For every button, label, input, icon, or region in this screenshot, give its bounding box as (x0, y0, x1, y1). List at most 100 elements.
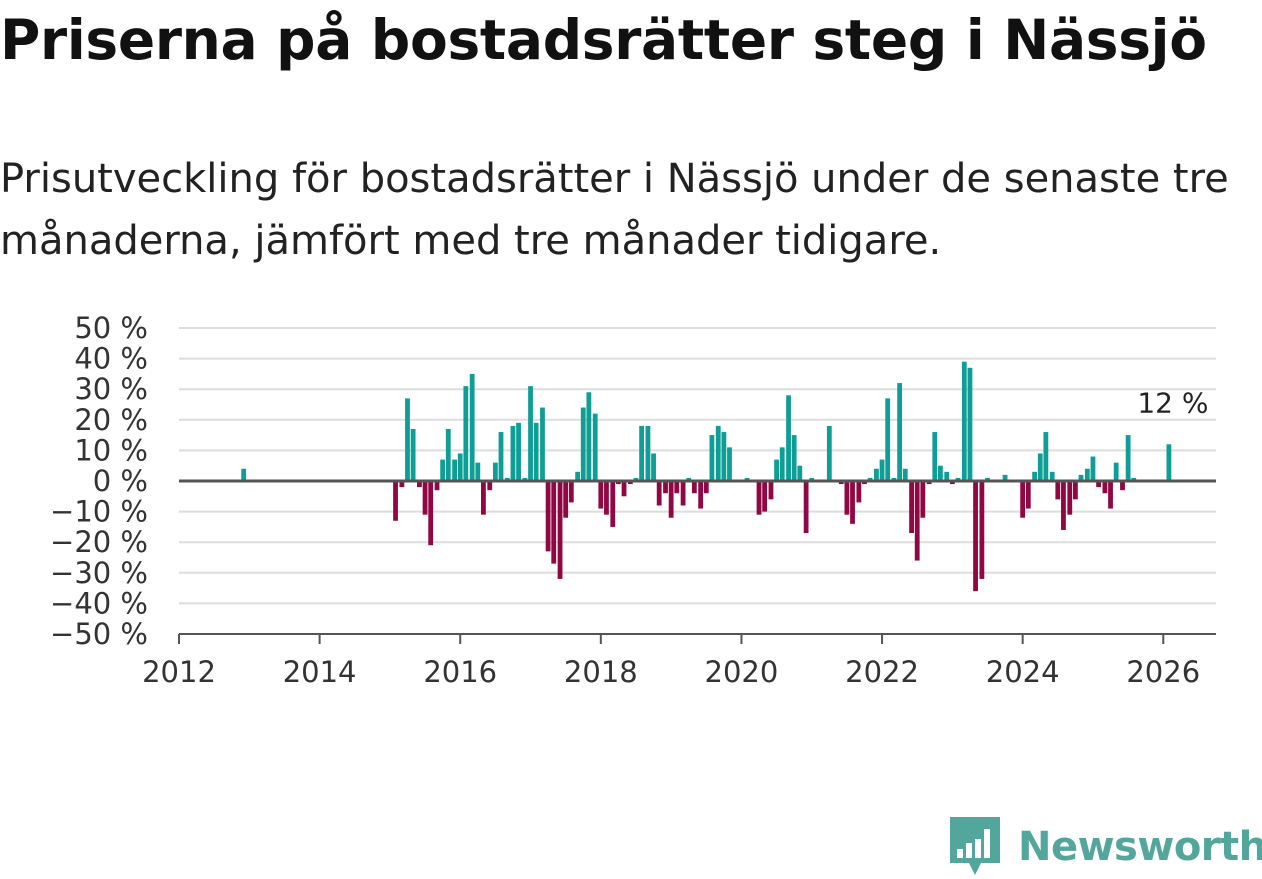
bar (1072, 481, 1078, 500)
bar (856, 481, 862, 503)
bar (440, 459, 446, 481)
bar (979, 481, 985, 579)
bar (768, 481, 774, 500)
bar (563, 481, 569, 518)
bar (686, 477, 692, 481)
bar (428, 481, 434, 546)
bar (721, 432, 727, 481)
bar (1020, 481, 1026, 518)
bar (457, 453, 463, 481)
bar (914, 481, 920, 561)
latest-value-annotation: 12 % (1137, 386, 1208, 419)
bar (973, 481, 978, 592)
bar (744, 477, 750, 481)
bar (469, 373, 475, 481)
bar (639, 425, 645, 481)
bar (492, 462, 498, 481)
x-tick-label: 2022 (845, 655, 919, 689)
bar (826, 425, 832, 481)
bar (786, 395, 791, 481)
logo-text: Newsworthy (1018, 824, 1262, 870)
bar (241, 468, 247, 481)
bar (680, 481, 686, 506)
bar (540, 407, 545, 481)
bar (779, 447, 785, 481)
bar (1084, 468, 1090, 481)
y-tick-label: 40 % (74, 342, 148, 376)
bar (528, 386, 533, 481)
bar (621, 481, 627, 497)
bar (809, 477, 815, 481)
x-tick-label: 2014 (283, 655, 357, 689)
bar (938, 465, 943, 481)
bar (481, 481, 486, 515)
bar (791, 435, 797, 481)
bar (1125, 435, 1131, 481)
bar (944, 471, 950, 481)
bar (803, 481, 809, 534)
bar (902, 468, 908, 481)
bar (897, 383, 903, 481)
bar (586, 392, 592, 481)
bar (487, 481, 493, 491)
bar (1166, 444, 1172, 481)
bar (1002, 474, 1008, 481)
page-title: Priserna på bostadsrätter steg i Nässjö (0, 8, 1207, 72)
y-tick-label: −20 % (50, 525, 148, 559)
bar (727, 447, 732, 481)
bar (580, 407, 586, 481)
bar (452, 459, 457, 481)
bar (674, 481, 680, 494)
bar (961, 361, 967, 481)
bar (475, 462, 481, 481)
y-tick-label: 30 % (74, 372, 148, 406)
bar (510, 425, 516, 481)
bar (867, 477, 873, 481)
bar (1025, 481, 1031, 509)
bar (985, 477, 990, 481)
bar (656, 481, 662, 506)
bar (533, 422, 539, 481)
bar (504, 477, 510, 481)
bar (645, 425, 651, 481)
price-change-bar-chart: 50 %40 %30 %20 %10 %0 %−10 %−20 %−30 %−4… (50, 311, 1216, 689)
x-tick-label: 2016 (423, 655, 497, 689)
bar (926, 481, 932, 485)
bar (1131, 477, 1137, 481)
bar (1055, 481, 1061, 500)
bar (1032, 471, 1038, 481)
bar (522, 477, 528, 481)
y-tick-label: −30 % (50, 556, 148, 590)
y-tick-label: 10 % (74, 433, 148, 467)
bar-chart-speech-bubble-icon (950, 817, 1000, 875)
bar (698, 481, 704, 509)
bar (955, 477, 961, 481)
bar (850, 481, 855, 524)
bar (405, 398, 410, 481)
bar (1108, 481, 1113, 509)
y-tick-label: 20 % (74, 403, 148, 437)
bar (668, 481, 674, 518)
bar (610, 481, 616, 527)
x-tick-label: 2020 (705, 655, 779, 689)
bar (399, 481, 405, 488)
bar (1120, 481, 1125, 491)
bar (498, 432, 504, 481)
bar (1043, 432, 1049, 481)
bar (633, 477, 639, 481)
bar (715, 425, 721, 481)
bar (627, 481, 633, 485)
bar (844, 481, 850, 515)
x-tick-label: 2018 (564, 655, 638, 689)
bar (691, 481, 697, 494)
labels: 50 %40 %30 %20 %10 %0 %−10 %−20 %−30 %−4… (50, 311, 1208, 689)
bar (1113, 462, 1119, 481)
bar (874, 468, 879, 481)
bar (410, 428, 416, 481)
bar (651, 453, 656, 481)
bar (838, 481, 844, 485)
bar (604, 481, 609, 515)
bar (1037, 453, 1043, 481)
bar (762, 481, 768, 512)
y-tick-label: −40 % (50, 586, 148, 620)
